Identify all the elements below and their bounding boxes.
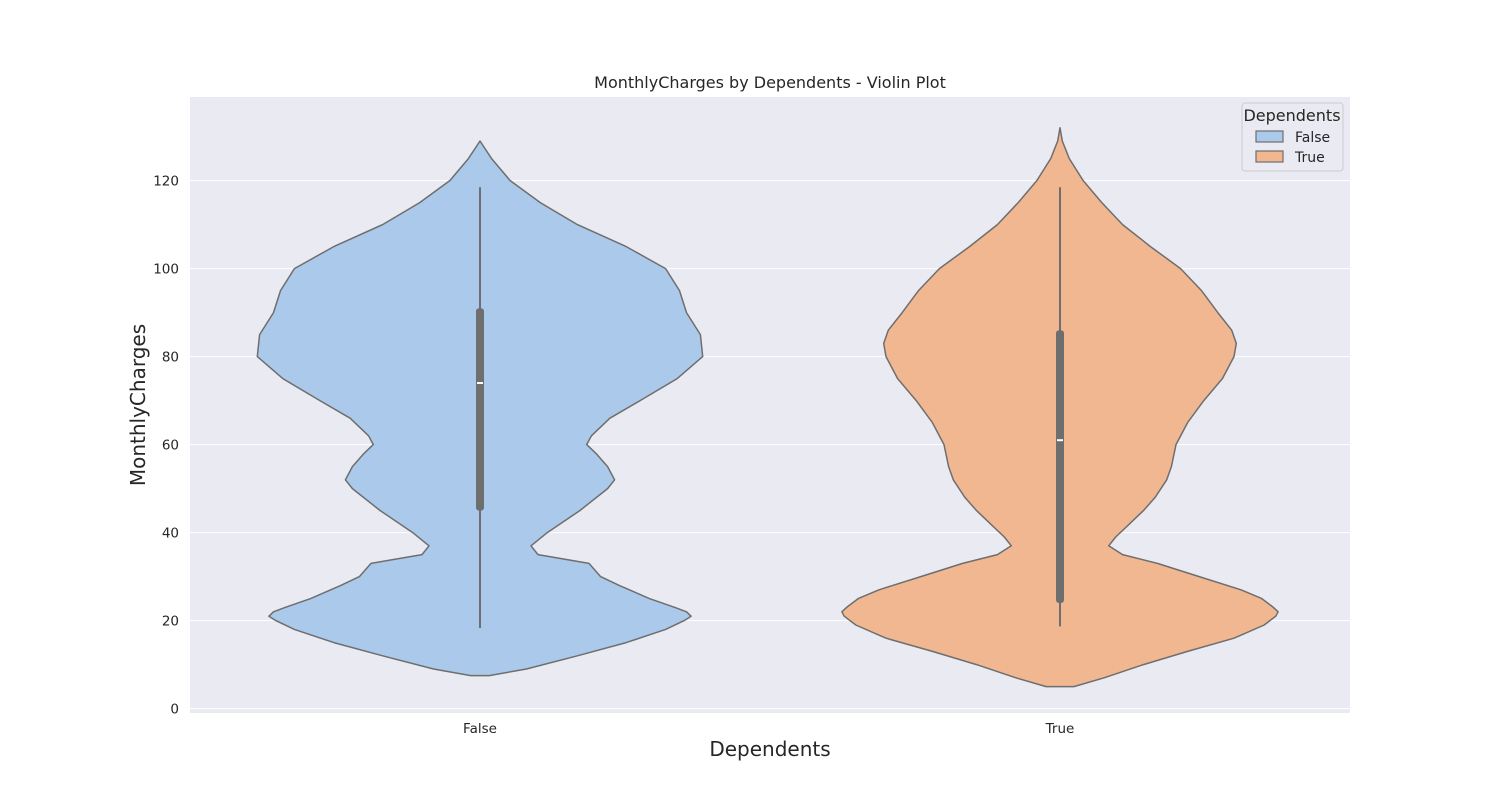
x-tick-label: False xyxy=(463,721,497,737)
y-axis-label: MonthlyCharges xyxy=(126,324,150,486)
iqr-box-false xyxy=(476,308,484,511)
legend-swatch-true xyxy=(1255,150,1284,163)
legend: Dependents False True xyxy=(1241,102,1344,172)
legend-label-false: False xyxy=(1295,130,1330,146)
y-tick-label: 40 xyxy=(162,526,179,542)
x-tick-label: True xyxy=(1045,721,1075,737)
y-tick-label: 20 xyxy=(162,614,179,630)
y-tick-label: 0 xyxy=(170,702,179,718)
legend-items: False True xyxy=(1255,130,1330,166)
violins xyxy=(256,127,1279,688)
y-tick-labels: 0 20 40 60 80 100 120 xyxy=(153,174,179,718)
chart-title: MonthlyCharges by Dependents - Violin Pl… xyxy=(594,73,946,92)
y-tick-label: 120 xyxy=(153,174,179,190)
legend-label-true: True xyxy=(1294,150,1325,166)
y-tick-label: 100 xyxy=(153,262,179,278)
x-tick-labels: False True xyxy=(463,721,1074,737)
y-tick-label: 60 xyxy=(162,438,179,454)
legend-swatch-false xyxy=(1255,130,1284,143)
x-axis-label: Dependents xyxy=(709,737,830,761)
y-tick-label: 80 xyxy=(162,350,179,366)
iqr-box-true xyxy=(1056,330,1064,603)
legend-title: Dependents xyxy=(1243,106,1340,125)
